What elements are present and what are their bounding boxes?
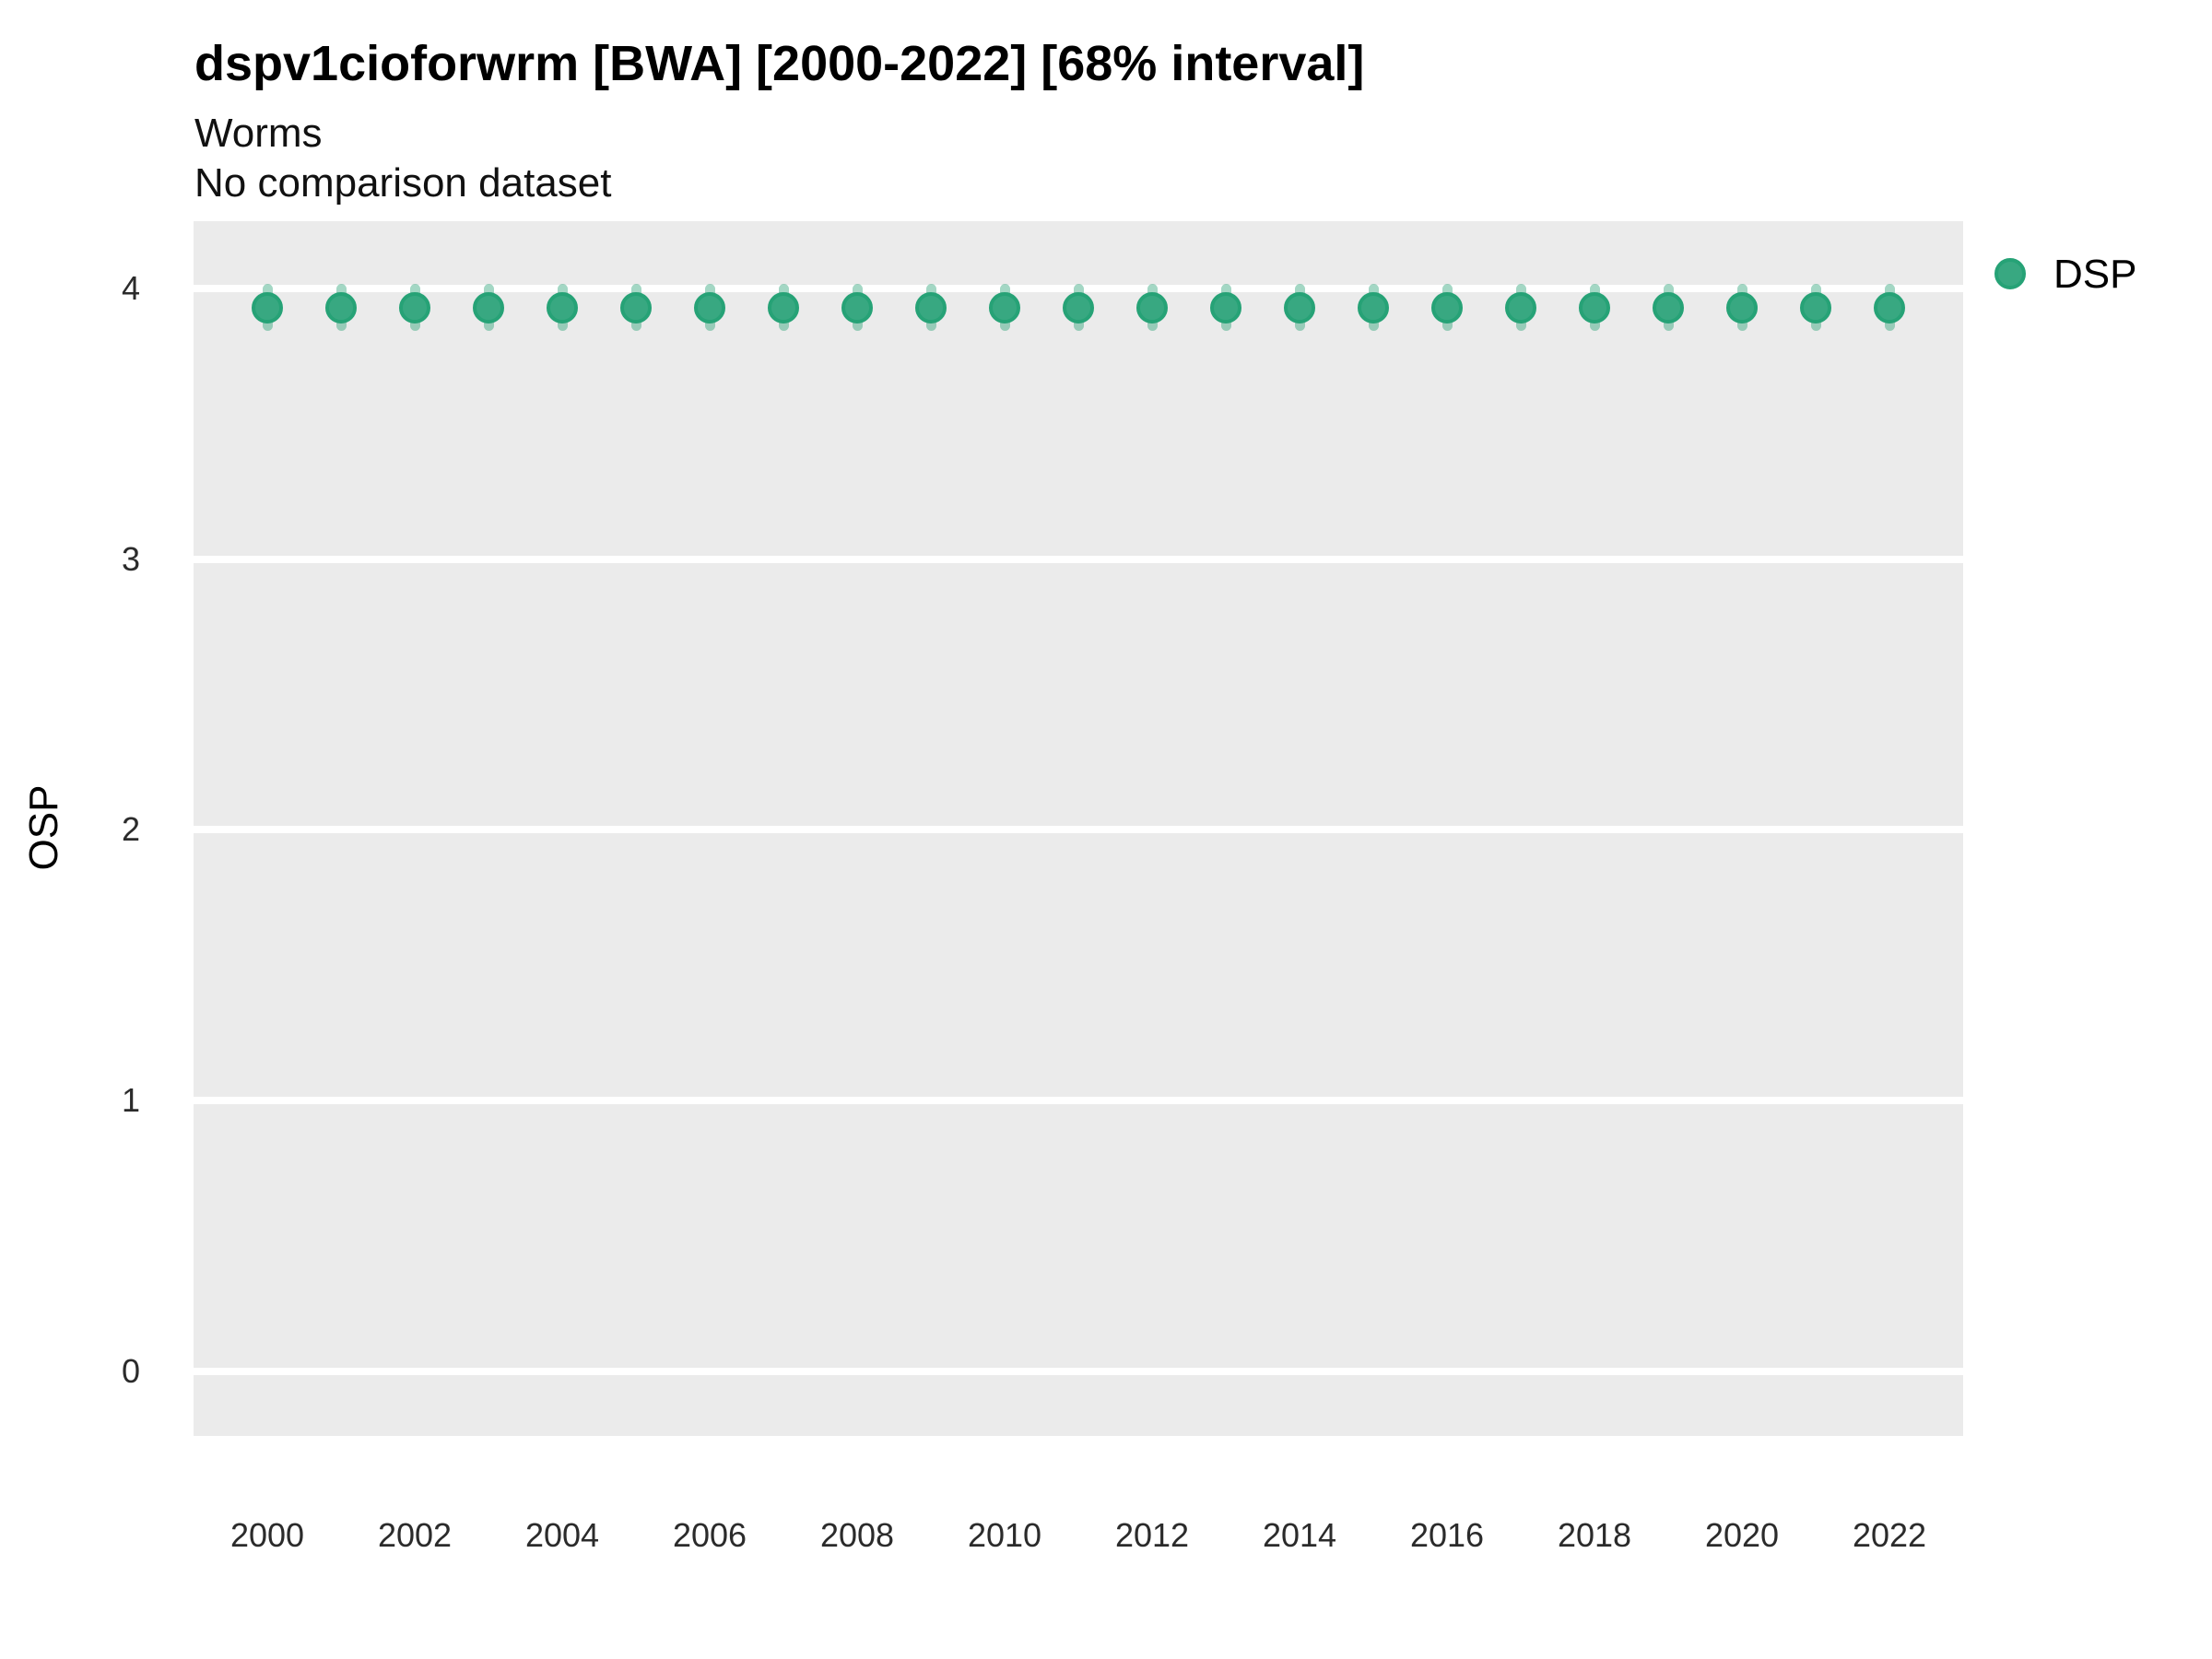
x-tick-label-2018: 2018: [1557, 1516, 1632, 1554]
data-point-2020: [1726, 291, 1758, 324]
chart-subtitle: Worms: [194, 111, 323, 156]
chart-title: dspv1cioforwrm [BWA] [2000-2022] [68% in…: [194, 36, 1365, 91]
x-tick-label-2006: 2006: [672, 1516, 747, 1554]
data-point-2019: [1653, 291, 1684, 324]
plot-panel: [194, 221, 1963, 1436]
x-tick-label-2014: 2014: [1262, 1516, 1337, 1554]
data-point-2009: [915, 291, 947, 324]
data-point-2018: [1579, 291, 1610, 324]
data-point-2014: [1284, 291, 1315, 324]
x-tick-label-2012: 2012: [1114, 1516, 1190, 1554]
data-point-2007: [768, 291, 799, 324]
gridline-y-1: [194, 1097, 1963, 1104]
data-point-2011: [1063, 291, 1094, 324]
data-point-2016: [1431, 291, 1463, 324]
data-point-2008: [841, 291, 873, 324]
x-tick-label-2010: 2010: [967, 1516, 1042, 1554]
data-point-2013: [1210, 291, 1241, 324]
data-point-2010: [989, 291, 1020, 324]
x-tick-label-2016: 2016: [1409, 1516, 1485, 1554]
data-point-2002: [399, 291, 430, 324]
data-point-2021: [1800, 291, 1831, 324]
data-point-2015: [1358, 291, 1389, 324]
data-point-2000: [252, 291, 283, 324]
gridline-y-0: [194, 1367, 1963, 1375]
data-point-2005: [620, 291, 652, 324]
x-tick-label-2002: 2002: [377, 1516, 453, 1554]
gridline-y-3: [194, 555, 1963, 563]
x-tick-label-2000: 2000: [229, 1516, 305, 1554]
gridline-y-2: [194, 826, 1963, 834]
y-tick-label-2: 2: [121, 810, 140, 849]
data-point-2017: [1505, 291, 1536, 324]
data-point-2003: [473, 291, 504, 324]
gridline-y-4: [194, 285, 1963, 293]
legend-marker-dsp-icon: [1994, 258, 2026, 289]
x-tick-label-2020: 2020: [1704, 1516, 1780, 1554]
y-tick-label-0: 0: [121, 1351, 140, 1390]
x-tick-label-2004: 2004: [524, 1516, 600, 1554]
x-tick-label-2022: 2022: [1852, 1516, 1927, 1554]
data-point-2004: [547, 291, 578, 324]
data-point-2006: [694, 291, 725, 324]
data-point-2012: [1136, 291, 1168, 324]
x-tick-label-2008: 2008: [819, 1516, 895, 1554]
legend-label-dsp: DSP: [2053, 252, 2137, 297]
y-tick-label-3: 3: [121, 539, 140, 578]
y-tick-label-4: 4: [121, 269, 140, 308]
y-tick-label-1: 1: [121, 1081, 140, 1119]
data-point-2022: [1874, 291, 1905, 324]
chart-comparison-note: No comparison dataset: [194, 160, 612, 206]
data-point-2001: [325, 291, 357, 324]
